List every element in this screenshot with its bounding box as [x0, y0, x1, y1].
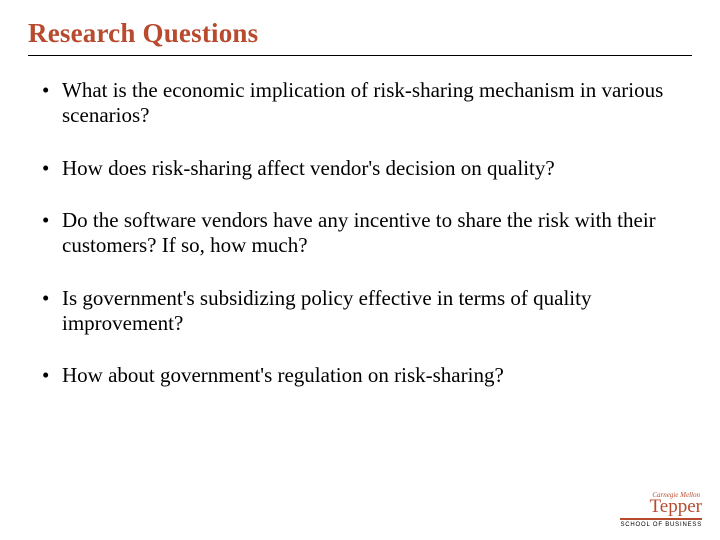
list-item: How about government's regulation on ris… — [42, 363, 692, 388]
slide-title: Research Questions — [28, 18, 692, 49]
list-item: Is government's subsidizing policy effec… — [42, 286, 692, 336]
list-item: Do the software vendors have any incenti… — [42, 208, 692, 258]
logo-school-name: Tepper — [650, 496, 702, 517]
list-item: What is the economic implication of risk… — [42, 78, 692, 128]
list-item: How does risk-sharing affect vendor's de… — [42, 156, 692, 181]
logo-subtitle: SCHOOL OF BUSINESS — [620, 522, 702, 528]
title-rule — [28, 55, 692, 56]
tepper-logo: Carnegie Mellon Tepper SCHOOL OF BUSINES… — [620, 492, 702, 528]
bullet-list: What is the economic implication of risk… — [28, 78, 692, 388]
logo-underline — [620, 518, 702, 520]
slide: Research Questions What is the economic … — [0, 0, 720, 540]
